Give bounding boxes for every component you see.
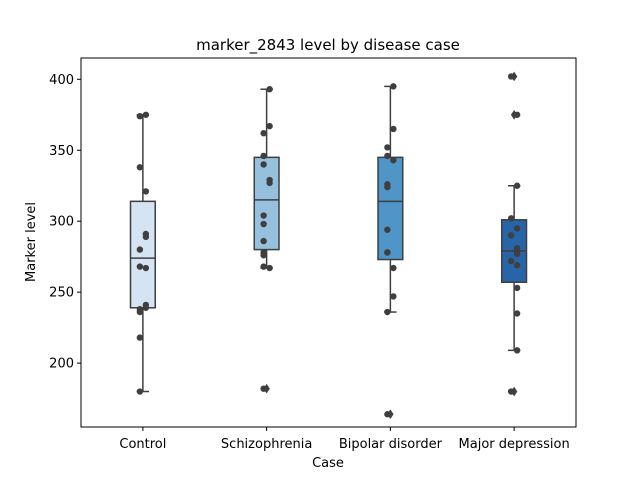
data-point: [260, 237, 267, 245]
iqr-box: [377, 156, 404, 261]
data-point: [142, 304, 150, 311]
data-point: [142, 264, 150, 272]
x-axis-ticks: Control Schizophrenia Bipolar disorder Majo…: [119, 427, 570, 452]
data-point: [513, 225, 521, 232]
data-point: [507, 388, 515, 395]
box-group: [129, 111, 156, 395]
data-point: [136, 334, 144, 341]
data-point: [390, 156, 397, 164]
data-point: [390, 83, 397, 90]
data-point: [142, 111, 150, 118]
x-tick-label: Bipolar disorder: [339, 437, 443, 452]
data-point: [136, 246, 144, 253]
y-tick-label: 250: [49, 286, 74, 301]
data-point: [507, 257, 515, 265]
x-tick-label: Major depression: [459, 437, 570, 452]
data-point: [260, 130, 267, 137]
data-point: [266, 122, 273, 130]
data-point: [513, 111, 521, 118]
data-point: [513, 182, 521, 189]
data-point: [384, 308, 391, 316]
plot-frame: [80, 57, 577, 428]
data-point: [390, 125, 397, 133]
data-point: [260, 252, 267, 259]
x-tick-label: Control: [119, 437, 166, 452]
data-point: [390, 264, 397, 272]
y-tick-label: 200: [49, 357, 74, 372]
data-point: [260, 385, 267, 392]
data-point: [266, 179, 273, 187]
data-point: [513, 250, 521, 258]
y-axis-ticks: 200 250 300 350 400: [49, 73, 81, 372]
data-point: [142, 233, 150, 241]
data-point: [260, 220, 267, 228]
box-group: [253, 86, 280, 394]
data-point: [260, 152, 267, 160]
data-point: [384, 144, 391, 151]
data-point: [384, 152, 391, 160]
y-tick-label: 400: [49, 73, 74, 88]
iqr-box: [253, 156, 280, 251]
data-point: [136, 263, 144, 270]
data-point: [507, 232, 515, 239]
box-group: [377, 83, 404, 420]
box-group: [501, 71, 528, 397]
data-point: [136, 388, 144, 395]
x-tick-label: Schizophrenia: [221, 437, 312, 452]
data-point: [142, 188, 150, 195]
x-axis-label: Case: [312, 456, 344, 471]
data-point: [260, 263, 267, 270]
data-point: [513, 347, 521, 354]
data-point: [136, 164, 144, 171]
data-point: [384, 183, 391, 191]
data-point: [266, 264, 273, 272]
data-point: [384, 411, 391, 418]
chart-title: marker_2843 level by disease case: [196, 36, 460, 55]
data-point: [384, 226, 391, 233]
iqr-box: [129, 200, 156, 309]
y-tick-label: 300: [49, 215, 74, 230]
data-point: [260, 212, 267, 219]
data-point: [136, 112, 144, 120]
y-tick-label: 350: [49, 144, 74, 159]
data-point: [513, 262, 521, 269]
data-point: [136, 308, 144, 316]
data-point: [266, 86, 273, 93]
data-point: [513, 310, 521, 317]
data-point: [260, 161, 267, 168]
data-point: [390, 293, 397, 300]
data-point: [507, 73, 515, 80]
data-point: [384, 249, 391, 256]
data-point: [507, 215, 515, 222]
plot-area: [129, 71, 528, 420]
y-axis-label: Marker level: [24, 202, 39, 282]
data-point: [513, 284, 521, 292]
